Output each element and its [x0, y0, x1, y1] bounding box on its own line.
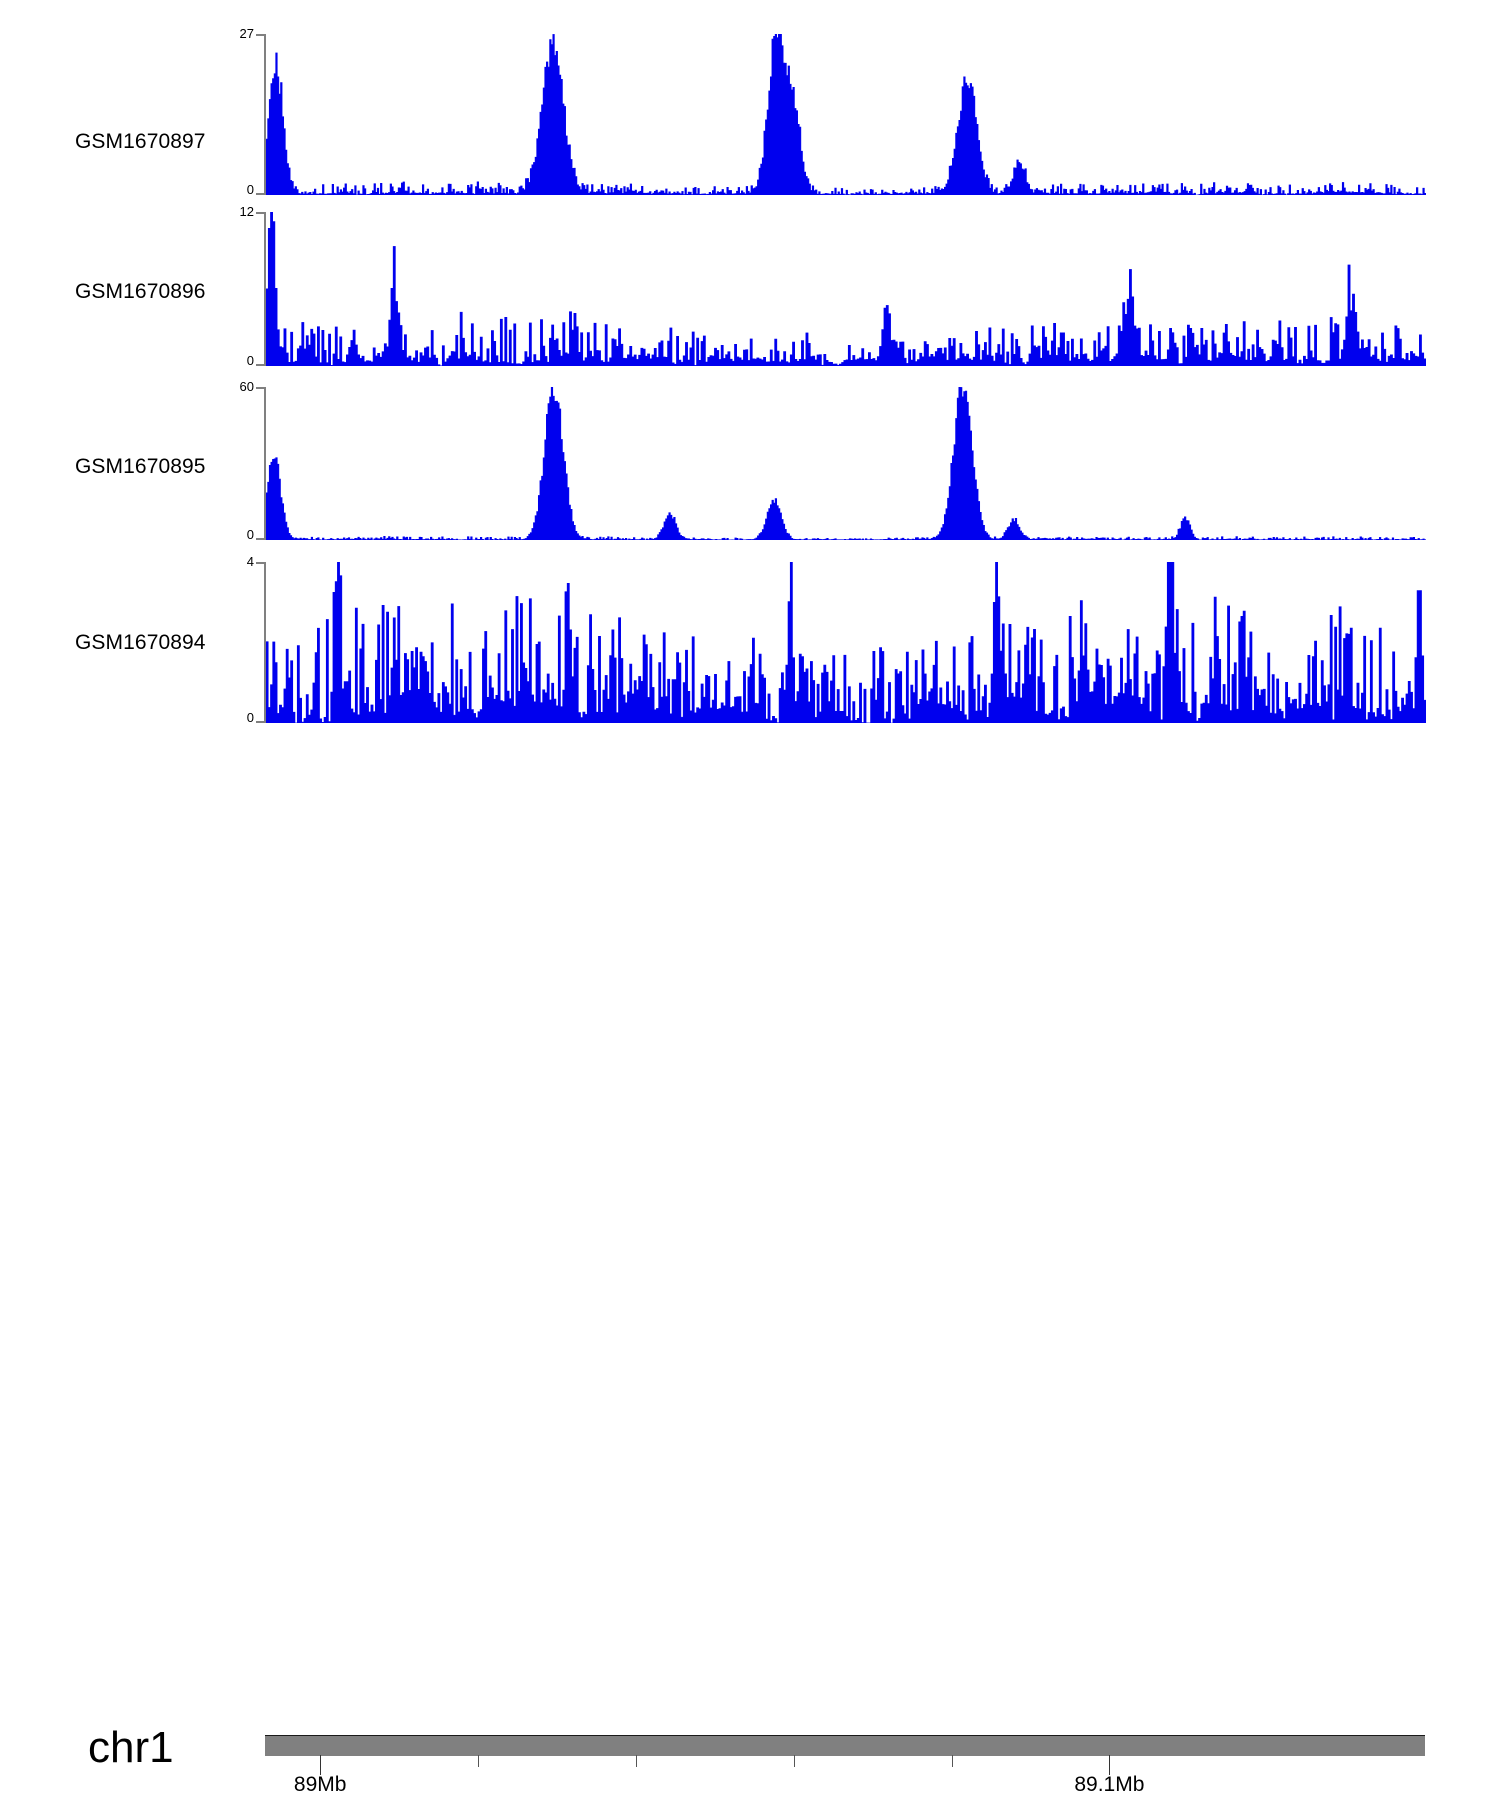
track-GSM1670894[interactable]: GSM1670894 4 0: [0, 554, 1500, 725]
ruler-label-5: 89.1Mb: [1074, 1773, 1145, 1796]
track-label-3: GSM1670894: [75, 631, 206, 654]
ruler-tick-5: [1109, 1755, 1111, 1775]
track-GSM1670897[interactable]: GSM1670897 27 0: [0, 26, 1500, 200]
ruler-tick-3: [793, 1755, 795, 1767]
track-label-0: GSM1670897: [75, 130, 206, 153]
axis-tick-min-2: [256, 538, 265, 540]
ruler-tick-2: [635, 1755, 637, 1767]
track-label-1: GSM1670896: [75, 280, 206, 303]
track-plot-2[interactable]: [266, 387, 1426, 540]
track-GSM1670895[interactable]: GSM1670895 60 0: [0, 379, 1500, 545]
axis-max-label-1: 12: [239, 204, 254, 219]
track-label-2: GSM1670895: [75, 455, 206, 478]
coverage-path: [266, 212, 1426, 366]
axis-min-label-0: 0: [246, 182, 254, 197]
coverage-path: [266, 387, 1426, 540]
axis-max-label-0: 27: [239, 26, 254, 41]
axis-tick-min-1: [256, 364, 265, 366]
axis-tick-max-3: [256, 562, 265, 564]
ruler-tick-4: [951, 1755, 953, 1767]
axis-spine-2: [264, 387, 266, 540]
genome-browser: GSM1670897 27 0 GSM1670896 12 0 GSM16708…: [0, 26, 1500, 1796]
track-plot-3[interactable]: [266, 562, 1426, 723]
axis-spine-0: [264, 34, 266, 195]
axis-min-label-3: 0: [246, 710, 254, 725]
axis-tick-min-0: [256, 193, 265, 195]
track-GSM1670896[interactable]: GSM1670896 12 0: [0, 204, 1500, 370]
axis-spine-1: [264, 212, 266, 366]
axis-max-label-2: 60: [239, 379, 254, 394]
coverage-area-GSM1670896: [266, 212, 1426, 366]
axis-min-label-1: 0: [246, 353, 254, 368]
coverage-area-GSM1670894: [266, 562, 1426, 723]
ruler-tick-0: [320, 1755, 322, 1775]
ruler-label-0: 89Mb: [293, 1773, 347, 1796]
ruler-tick-1: [478, 1755, 480, 1767]
axis-spine-3: [264, 562, 266, 723]
track-plot-0[interactable]: [266, 34, 1426, 195]
chromosome-label: chr1: [88, 1723, 174, 1772]
axis-max-label-3: 4: [246, 554, 254, 569]
axis-tick-min-3: [256, 721, 265, 723]
coverage-path: [266, 34, 1426, 195]
coverage-path: [266, 562, 1426, 723]
coverage-area-GSM1670897: [266, 34, 1426, 195]
axis-min-label-2: 0: [246, 527, 254, 542]
chromosome-ruler[interactable]: chr1 89Mb 89.1Mb: [0, 855, 1500, 1796]
coverage-area-GSM1670895: [266, 387, 1426, 540]
axis-tick-max-0: [256, 34, 265, 36]
track-plot-1[interactable]: [266, 212, 1426, 366]
chromosome-bar[interactable]: [265, 1735, 1425, 1756]
axis-tick-max-2: [256, 387, 265, 389]
axis-tick-max-1: [256, 212, 265, 214]
